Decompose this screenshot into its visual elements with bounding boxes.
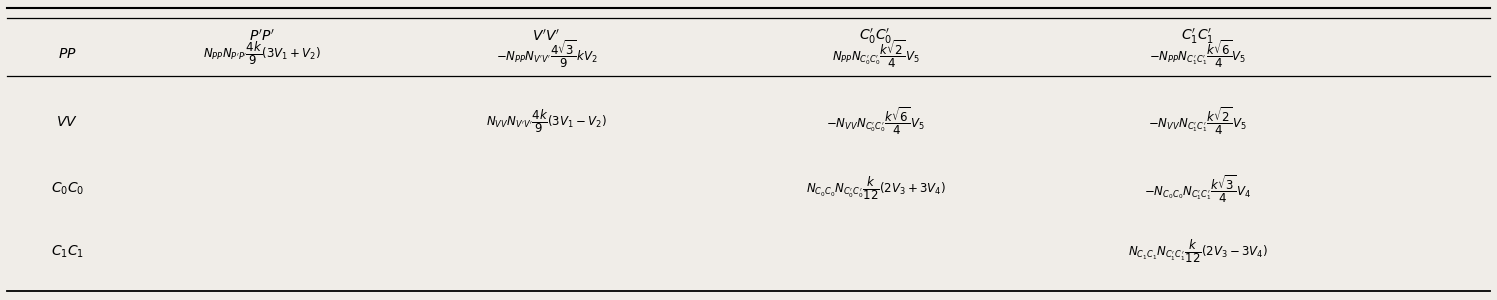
Text: $N_{PP}N_{P'P'}\dfrac{4k}{9}(3V_1+V_2)$: $N_{PP}N_{P'P'}\dfrac{4k}{9}(3V_1+V_2)$ [204, 41, 320, 67]
Text: $N_{C_0C_0}N_{C_0'C_0'}\dfrac{k}{12}(2V_3+3V_4)$: $N_{C_0C_0}N_{C_0'C_0'}\dfrac{k}{12}(2V_… [805, 176, 946, 202]
Text: $N_{PP}N_{C_0'C_0'}\dfrac{k\sqrt{2}}{4}V_5$: $N_{PP}N_{C_0'C_0'}\dfrac{k\sqrt{2}}{4}V… [832, 38, 919, 70]
Text: $C_1'C_1'$: $C_1'C_1'$ [1181, 26, 1214, 46]
Text: $N_{VV}N_{V'V'}\dfrac{4k}{9}(3V_1-V_2)$: $N_{VV}N_{V'V'}\dfrac{4k}{9}(3V_1-V_2)$ [487, 108, 606, 135]
Text: $P'P'$: $P'P'$ [249, 28, 275, 44]
Text: $-N_{VV}N_{C_1'C_1'}\dfrac{k\sqrt{2}}{4}V_5$: $-N_{VV}N_{C_1'C_1'}\dfrac{k\sqrt{2}}{4}… [1148, 106, 1247, 137]
Text: $-N_{C_0C_0}N_{C_1'C_1'}\dfrac{k\sqrt{3}}{4}V_4$: $-N_{C_0C_0}N_{C_1'C_1'}\dfrac{k\sqrt{3}… [1144, 173, 1251, 205]
Text: $N_{C_1C_1}N_{C_1'C_1'}\dfrac{k}{12}(2V_3-3V_4)$: $N_{C_1C_1}N_{C_1'C_1'}\dfrac{k}{12}(2V_… [1127, 239, 1268, 265]
Text: $VV$: $VV$ [57, 115, 78, 128]
Text: $-N_{PP}N_{C_1'C_1'}\dfrac{k\sqrt{6}}{4}V_5$: $-N_{PP}N_{C_1'C_1'}\dfrac{k\sqrt{6}}{4}… [1148, 38, 1247, 70]
Text: $PP$: $PP$ [58, 47, 76, 61]
Text: $C_1C_1$: $C_1C_1$ [51, 244, 84, 260]
Text: $-N_{PP}N_{V'V'}\dfrac{4\sqrt{3}}{9}kV_2$: $-N_{PP}N_{V'V'}\dfrac{4\sqrt{3}}{9}kV_2… [496, 38, 597, 70]
Text: $-N_{VV}N_{C_0'C_0'}\dfrac{k\sqrt{6}}{4}V_5$: $-N_{VV}N_{C_0'C_0'}\dfrac{k\sqrt{6}}{4}… [826, 106, 925, 137]
Text: $C_0C_0$: $C_0C_0$ [51, 181, 84, 197]
Text: $C_0'C_0'$: $C_0'C_0'$ [859, 26, 892, 46]
Text: $V'V'$: $V'V'$ [531, 28, 561, 44]
